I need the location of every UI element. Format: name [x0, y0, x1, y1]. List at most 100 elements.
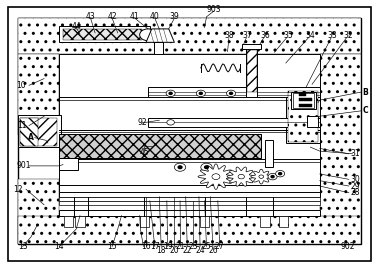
Polygon shape — [238, 175, 244, 179]
Bar — [279, 215, 288, 227]
Circle shape — [276, 170, 285, 177]
Bar — [64, 215, 73, 227]
Bar — [59, 201, 320, 205]
Bar — [299, 98, 312, 102]
Text: 37: 37 — [243, 31, 252, 40]
Bar — [75, 215, 85, 227]
Polygon shape — [227, 167, 255, 186]
Bar — [18, 55, 59, 135]
Bar — [59, 134, 261, 158]
Circle shape — [230, 92, 233, 94]
Text: 28: 28 — [351, 188, 360, 197]
Bar — [59, 26, 150, 42]
Polygon shape — [251, 169, 272, 184]
Circle shape — [271, 176, 274, 178]
Bar — [265, 140, 273, 167]
Bar — [18, 115, 61, 147]
Text: 18: 18 — [157, 246, 166, 255]
Bar — [20, 117, 57, 146]
Text: 36: 36 — [260, 31, 270, 40]
Text: 43: 43 — [86, 12, 96, 21]
Circle shape — [196, 90, 205, 97]
Bar — [291, 92, 316, 109]
Text: 33: 33 — [327, 31, 337, 40]
Text: 29: 29 — [351, 181, 360, 191]
Circle shape — [238, 174, 244, 179]
Circle shape — [279, 173, 282, 175]
Text: 32: 32 — [343, 31, 353, 40]
Bar — [59, 197, 320, 201]
Text: 30: 30 — [351, 175, 360, 184]
Text: 901: 901 — [16, 161, 31, 170]
Text: 39: 39 — [169, 12, 179, 21]
Bar — [18, 179, 59, 244]
Bar — [153, 42, 163, 55]
Circle shape — [227, 90, 236, 97]
Text: 44: 44 — [71, 22, 81, 31]
Bar — [18, 18, 361, 55]
Text: C: C — [362, 106, 368, 115]
Bar — [246, 45, 257, 97]
Bar — [299, 104, 312, 107]
Text: 15: 15 — [107, 242, 117, 251]
Text: 42: 42 — [107, 12, 117, 21]
Text: 35: 35 — [283, 31, 293, 40]
Text: 41: 41 — [130, 12, 139, 21]
Bar — [20, 117, 38, 146]
Bar — [307, 116, 318, 127]
Circle shape — [169, 92, 172, 94]
Bar — [59, 134, 261, 158]
Text: 27: 27 — [215, 242, 224, 251]
Circle shape — [268, 173, 277, 180]
Text: 24: 24 — [195, 246, 205, 255]
Bar — [299, 93, 306, 96]
Text: 31: 31 — [351, 149, 360, 158]
Polygon shape — [212, 174, 219, 179]
Text: 12: 12 — [14, 185, 23, 194]
Bar — [59, 158, 78, 170]
Bar — [59, 55, 320, 197]
Text: 10: 10 — [17, 81, 26, 90]
Circle shape — [212, 174, 220, 180]
Circle shape — [178, 166, 182, 168]
Bar — [18, 215, 361, 244]
Text: 902: 902 — [341, 242, 356, 251]
Bar — [59, 192, 320, 197]
Text: 38: 38 — [224, 31, 234, 40]
Bar — [242, 44, 261, 49]
Bar — [260, 215, 269, 227]
Circle shape — [166, 90, 175, 97]
Polygon shape — [146, 29, 174, 42]
Text: 903: 903 — [207, 5, 221, 14]
Bar — [18, 18, 361, 244]
Polygon shape — [198, 164, 234, 189]
Bar — [139, 215, 149, 227]
Text: A: A — [28, 133, 34, 142]
Bar — [148, 87, 320, 97]
Circle shape — [199, 92, 202, 94]
Text: 45: 45 — [139, 148, 149, 157]
Text: 34: 34 — [305, 31, 315, 40]
Bar — [148, 117, 320, 127]
Bar — [63, 29, 142, 40]
Circle shape — [259, 175, 263, 178]
Text: 21: 21 — [176, 242, 185, 251]
Circle shape — [139, 29, 156, 41]
Circle shape — [201, 163, 212, 171]
Text: 26: 26 — [208, 246, 218, 255]
Text: 25: 25 — [202, 242, 211, 251]
Text: 16: 16 — [141, 242, 151, 251]
Text: 13: 13 — [18, 242, 27, 251]
Circle shape — [205, 166, 208, 168]
Bar — [247, 50, 257, 92]
Text: 92: 92 — [138, 119, 147, 127]
Text: 11: 11 — [17, 121, 26, 130]
Bar — [320, 55, 361, 244]
Bar — [288, 91, 318, 142]
Polygon shape — [259, 175, 263, 178]
Text: 20: 20 — [169, 246, 179, 255]
Text: 40: 40 — [150, 12, 160, 21]
Text: B: B — [362, 87, 368, 96]
Bar — [59, 210, 320, 215]
Text: 17: 17 — [150, 242, 160, 251]
